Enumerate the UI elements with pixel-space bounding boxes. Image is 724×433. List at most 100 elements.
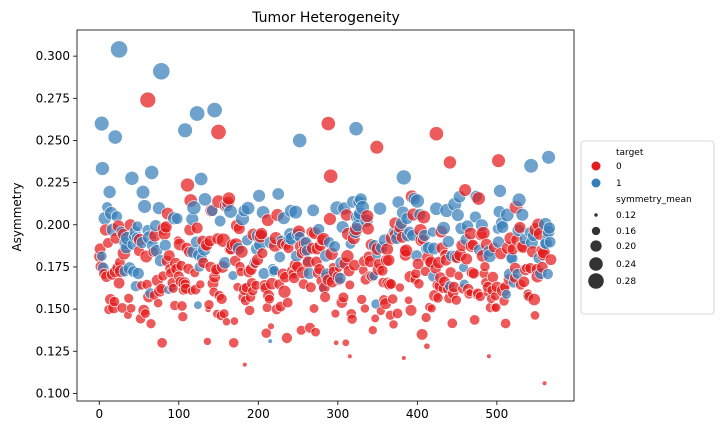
scatter-point	[131, 267, 145, 280]
scatter-point	[517, 275, 530, 288]
scatter-point	[159, 220, 173, 234]
scatter-point	[242, 362, 248, 368]
scatter-point	[145, 318, 157, 329]
scatter-point	[328, 240, 341, 253]
scatter-point	[156, 337, 168, 349]
scatter-point	[360, 209, 374, 223]
scatter-point	[267, 338, 273, 344]
y-axis-label: Asymmetry	[10, 182, 24, 251]
scatter-point	[102, 185, 117, 199]
scatter-point	[416, 209, 431, 225]
scatter-point	[373, 201, 387, 216]
scatter-point	[369, 140, 384, 155]
scatter-point	[203, 337, 212, 346]
scatter-point	[346, 313, 358, 325]
legend-hue-label: 0	[616, 162, 622, 172]
scatter-point	[515, 208, 529, 222]
legend-size-title: symmetry_mean	[616, 195, 692, 205]
scatter-point	[167, 283, 179, 294]
scatter-point	[388, 319, 399, 330]
scatter-point	[446, 317, 458, 329]
scatter-point	[305, 281, 317, 293]
scatter-point	[194, 171, 209, 187]
y-tick-label: 0.275	[36, 91, 70, 105]
scatter-point	[264, 293, 275, 305]
scatter-point	[310, 327, 321, 338]
scatter-point	[361, 222, 375, 236]
scatter-point	[501, 289, 512, 300]
x-axis: 0 100 200 300 400 500	[95, 401, 508, 421]
scatter-point	[282, 297, 294, 309]
legend-size-marker	[594, 213, 598, 217]
scatter-point	[124, 171, 140, 186]
scatter-point	[467, 267, 480, 280]
y-tick-label: 0.300	[36, 49, 70, 63]
scatter-point	[458, 183, 472, 197]
scatter-point	[137, 199, 152, 214]
scatter-point	[228, 337, 240, 349]
scatter-point	[193, 300, 203, 310]
scatter-point	[95, 161, 110, 176]
scatter-point	[401, 355, 407, 361]
x-tick-label: 400	[406, 407, 429, 421]
scatter-point	[442, 235, 455, 248]
scatter-point	[108, 296, 120, 308]
scatter-point	[271, 187, 285, 201]
scatter-point	[281, 332, 293, 344]
scatter-point	[450, 294, 462, 306]
scatter-point	[218, 308, 230, 319]
scatter-point	[471, 191, 486, 206]
scatter-point	[341, 338, 350, 347]
legend-size-label: 0.12	[616, 211, 636, 221]
scatter-point	[476, 226, 491, 241]
scatter-point	[308, 303, 320, 314]
scatter-point	[479, 261, 491, 272]
y-tick-label: 0.225	[36, 176, 70, 190]
scatter-point	[123, 293, 134, 304]
scatter-point	[267, 322, 275, 330]
scatter-point	[126, 303, 137, 314]
scatter-point	[255, 227, 268, 241]
scatter-point	[214, 214, 227, 228]
scatter-point	[412, 257, 425, 271]
y-tick-label: 0.150	[36, 302, 70, 316]
scatter-point	[527, 292, 541, 307]
scatter-point	[144, 165, 160, 180]
scatter-point	[511, 192, 527, 208]
y-tick-label: 0.175	[36, 260, 70, 274]
scatter-point	[460, 252, 473, 266]
x-tick-label: 300	[326, 407, 349, 421]
scatter-point	[288, 205, 303, 220]
legend-hue-title: target	[616, 148, 644, 158]
scatter-point	[110, 40, 129, 59]
scatter-point	[376, 264, 389, 277]
scatter-point	[544, 235, 557, 249]
scatter-point	[416, 328, 429, 341]
legend-size-label: 0.24	[616, 260, 636, 270]
scatter-point	[153, 298, 163, 308]
scatter-point	[436, 221, 451, 236]
scatter-point	[420, 312, 432, 323]
scatter-point	[404, 304, 418, 317]
scatter-point	[368, 325, 378, 335]
legend-box	[580, 140, 715, 315]
scatter-point	[360, 303, 370, 314]
legend-size-marker	[589, 257, 603, 271]
scatter-point	[190, 221, 204, 235]
scatter-point	[139, 91, 157, 109]
legend-size-label: 0.16	[616, 227, 636, 237]
scatter-point	[419, 266, 431, 277]
scatter-point	[323, 168, 339, 184]
scatter-point	[180, 177, 195, 193]
scatter-point	[453, 270, 464, 281]
y-axis: 0.100 0.125 0.150 0.175 0.200 0.225 0.250 0.275…	[36, 49, 77, 400]
scatter-point	[244, 304, 256, 316]
scatter-point	[210, 124, 227, 140]
scatter-point	[391, 307, 404, 319]
scatter-point	[107, 129, 123, 145]
scatter-point	[234, 244, 249, 259]
legend-hue-marker	[591, 161, 601, 171]
scatter-point	[399, 243, 413, 258]
scatter-point	[333, 339, 340, 346]
